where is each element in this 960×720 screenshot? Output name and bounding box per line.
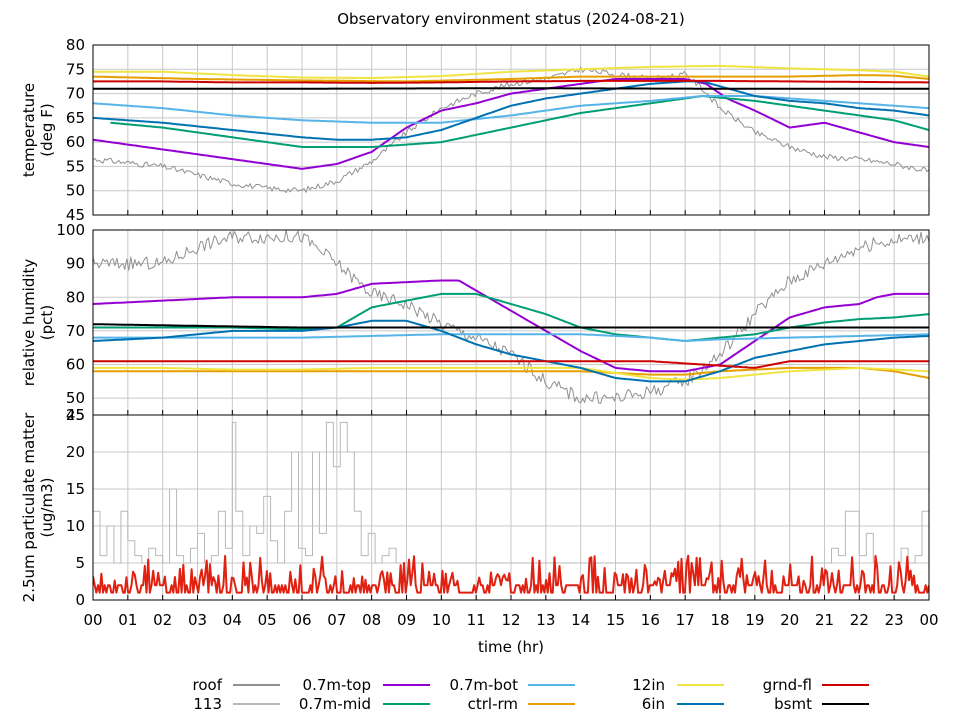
y-axis-label: (deg F) xyxy=(38,103,56,156)
x-tick-label: 18 xyxy=(710,611,729,629)
series-line-6in xyxy=(93,319,929,383)
legend-label-bsmt: bsmt xyxy=(774,695,812,713)
legend-label-ctrl-rm: ctrl-rm xyxy=(468,695,518,713)
x-tick-label: 12 xyxy=(501,611,520,629)
series-line-12in xyxy=(93,366,929,381)
y-tick-label: 70 xyxy=(66,85,85,103)
series-line-0.7m-bot xyxy=(93,333,929,342)
y-tick-label: 45 xyxy=(66,206,85,224)
series-line-grnd-fl xyxy=(93,554,929,594)
legend-label-12in: 12in xyxy=(632,676,665,694)
x-tick-label: 02 xyxy=(153,611,172,629)
plot-frame xyxy=(92,44,930,216)
y-tick-label: 70 xyxy=(66,322,85,340)
x-tick-label: 20 xyxy=(780,611,799,629)
series-line-ctrl-rm xyxy=(93,366,929,379)
chart-title: Observatory environment status (2024-08-… xyxy=(337,10,685,28)
series-line-12in xyxy=(93,64,929,79)
x-tick-label: 00 xyxy=(83,611,102,629)
x-tick-label: 08 xyxy=(362,611,381,629)
series-line-grnd-fl xyxy=(93,79,929,84)
y-tick-label: 10 xyxy=(66,517,85,535)
legend-label-0.7m-bot: 0.7m-bot xyxy=(450,676,519,694)
y-tick-label: 60 xyxy=(66,133,85,151)
y-tick-label: 60 xyxy=(66,356,85,374)
series-line-0.7m-mid xyxy=(110,95,929,148)
x-tick-label: 10 xyxy=(432,611,451,629)
y-tick-label: 80 xyxy=(66,288,85,306)
y-tick-label: 50 xyxy=(66,389,85,407)
y-axis-label: (pct) xyxy=(38,305,56,340)
series-line-0.7m-bot xyxy=(93,95,929,124)
y-tick-label: 0 xyxy=(75,591,85,609)
x-tick-label: 14 xyxy=(571,611,590,629)
x-tick-label: 15 xyxy=(606,611,625,629)
y-tick-label: 90 xyxy=(66,255,85,273)
x-tick-label: 03 xyxy=(188,611,207,629)
y-tick-label: 15 xyxy=(66,480,85,498)
y-tick-label: 5 xyxy=(75,554,85,572)
plot-frame xyxy=(92,414,930,601)
y-tick-label: 25 xyxy=(66,406,85,424)
x-tick-label: 21 xyxy=(815,611,834,629)
y-tick-label: 65 xyxy=(66,109,85,127)
y-tick-label: 80 xyxy=(66,36,85,54)
x-tick-label: 07 xyxy=(327,611,346,629)
series-line-bsmt xyxy=(93,323,929,329)
y-tick-label: 45 xyxy=(66,406,85,424)
series-line-113 xyxy=(93,421,929,564)
series-line-0.7m-top xyxy=(93,279,929,373)
x-tick-label: 17 xyxy=(676,611,695,629)
legend-label-6in: 6in xyxy=(642,695,665,713)
series-group xyxy=(93,230,929,404)
y-axis-label: (ug/m3) xyxy=(38,478,56,538)
x-tick-label: 06 xyxy=(292,611,311,629)
series-line-ctrl-rm xyxy=(93,74,929,83)
y-tick-label: 100 xyxy=(56,221,85,239)
y-tick-label: 55 xyxy=(66,157,85,175)
x-tick-label: 22 xyxy=(850,611,869,629)
series-line-6in xyxy=(93,80,929,141)
y-axis-label: relative humidity xyxy=(20,259,38,387)
panel-temp: 45 50 55 60 65 70 75 80 temperature (deg F) xyxy=(20,36,930,224)
legend-label-0.7m-mid: 0.7m-mid xyxy=(299,695,371,713)
y-tick-label: 75 xyxy=(66,60,85,78)
y-tick-label: 20 xyxy=(66,443,85,461)
series-line-grnd-fl xyxy=(93,360,929,369)
series-line-roof xyxy=(93,230,929,404)
x-tick-label: 01 xyxy=(118,611,137,629)
series-line-roof xyxy=(93,66,929,193)
x-tick-label: 09 xyxy=(397,611,416,629)
y-axis-label: temperature xyxy=(20,83,38,177)
legend-label-0.7m-top: 0.7m-top xyxy=(303,676,371,694)
x-tick-label: 19 xyxy=(745,611,764,629)
legend-label-grnd-fl: grnd-fl xyxy=(763,676,812,694)
series-line-0.7m-top xyxy=(93,78,929,170)
x-tick-label: 00 xyxy=(919,611,938,629)
legend-label-roof: roof xyxy=(193,676,223,694)
y-axis-label: 2.5um particulate matter xyxy=(20,412,38,602)
series-group xyxy=(93,421,929,594)
series-group xyxy=(93,64,929,193)
series-line-bsmt xyxy=(93,87,929,90)
x-tick-label: 04 xyxy=(223,611,242,629)
x-tick-label: 11 xyxy=(467,611,486,629)
x-axis-label: time (hr) xyxy=(478,638,544,656)
x-tick-label: 23 xyxy=(885,611,904,629)
y-tick-label: 50 xyxy=(66,182,85,200)
x-tick-label: 05 xyxy=(258,611,277,629)
x-tick-label: 13 xyxy=(536,611,555,629)
legend-label-113: 113 xyxy=(193,695,222,713)
x-tick-label: 16 xyxy=(641,611,660,629)
